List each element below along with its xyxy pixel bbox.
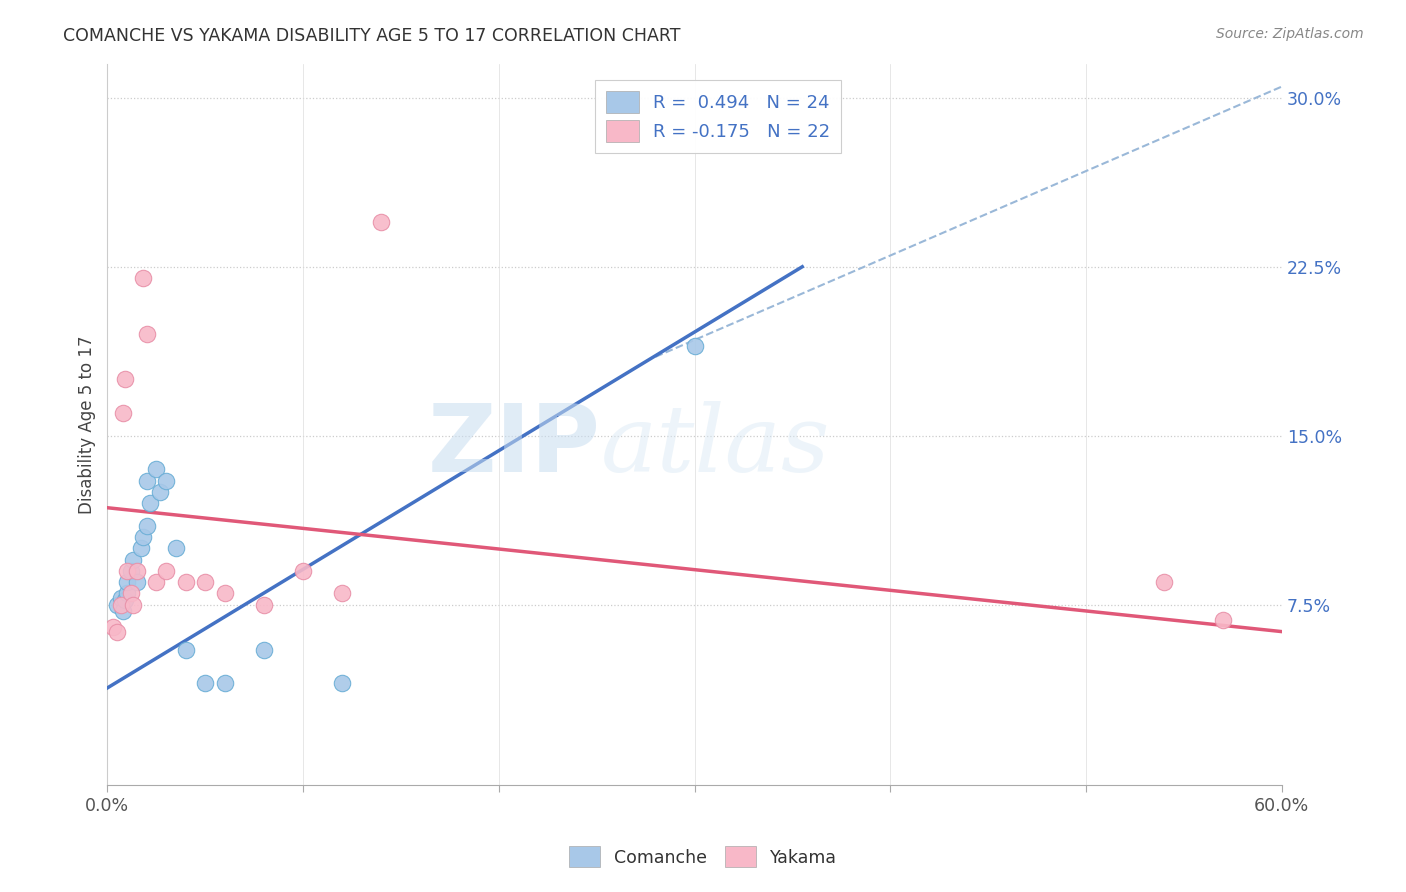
Point: [114, 372, 136, 386]
Point: [292, 564, 315, 578]
Point: [145, 575, 167, 590]
Point: [145, 462, 167, 476]
Point: [120, 586, 142, 600]
Point: [155, 474, 177, 488]
Point: [115, 586, 138, 600]
Point: [1212, 613, 1234, 627]
Point: [330, 586, 353, 600]
Text: COMANCHE VS YAKAMA DISABILITY AGE 5 TO 17 CORRELATION CHART: COMANCHE VS YAKAMA DISABILITY AGE 5 TO 1…: [63, 27, 681, 45]
Point: [115, 564, 138, 578]
Text: ZIP: ZIP: [427, 400, 600, 492]
Point: [131, 530, 153, 544]
Point: [139, 496, 162, 510]
Point: [214, 586, 236, 600]
Text: Source: ZipAtlas.com: Source: ZipAtlas.com: [1216, 27, 1364, 41]
Point: [135, 327, 157, 342]
Point: [129, 541, 152, 556]
Point: [114, 593, 136, 607]
Point: [330, 676, 353, 690]
Point: [125, 575, 148, 590]
Point: [112, 406, 135, 420]
Point: [683, 338, 706, 352]
Point: [194, 676, 217, 690]
Point: [174, 575, 197, 590]
Point: [155, 564, 177, 578]
Point: [135, 518, 157, 533]
Point: [214, 676, 236, 690]
Text: atlas: atlas: [600, 401, 830, 491]
Point: [105, 624, 128, 639]
Point: [253, 642, 276, 657]
Point: [370, 215, 392, 229]
Point: [110, 591, 132, 605]
Legend: R =  0.494   N = 24, R = -0.175   N = 22: R = 0.494 N = 24, R = -0.175 N = 22: [595, 80, 841, 153]
Point: [112, 604, 135, 618]
Point: [1153, 575, 1175, 590]
Point: [110, 598, 132, 612]
Point: [121, 552, 143, 566]
Legend: Comanche, Yakama: Comanche, Yakama: [562, 839, 844, 874]
Point: [103, 620, 125, 634]
Point: [135, 474, 157, 488]
Point: [131, 271, 153, 285]
Point: [115, 575, 138, 590]
Point: [174, 642, 197, 657]
Y-axis label: Disability Age 5 to 17: Disability Age 5 to 17: [79, 335, 96, 514]
Point: [253, 598, 276, 612]
Point: [105, 598, 128, 612]
Point: [120, 564, 142, 578]
Point: [149, 485, 172, 500]
Point: [121, 598, 143, 612]
Point: [125, 564, 148, 578]
Point: [165, 541, 187, 556]
Point: [194, 575, 217, 590]
